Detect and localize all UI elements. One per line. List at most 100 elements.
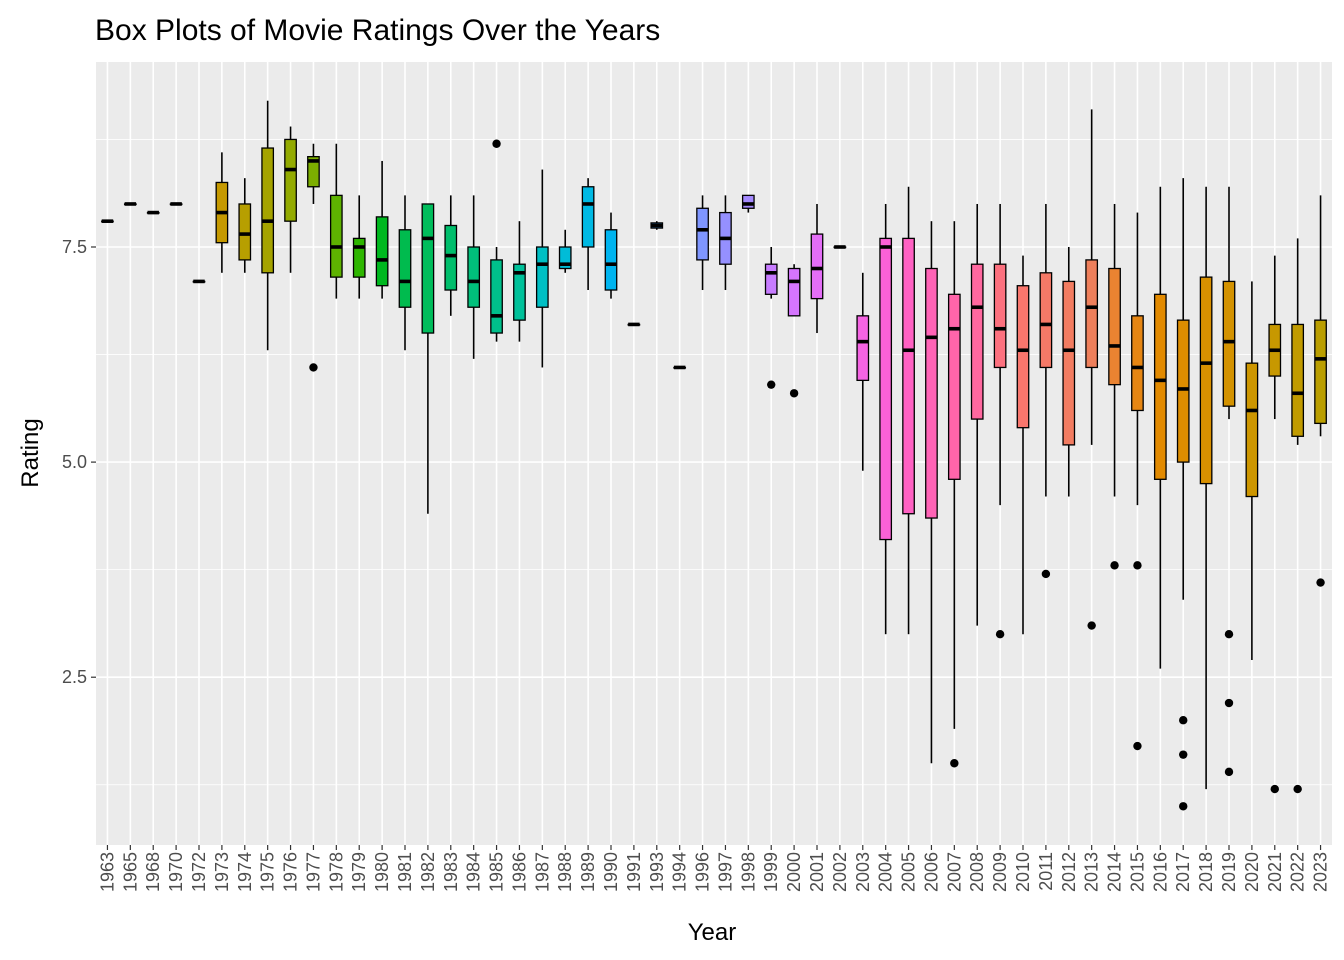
box-iqr [558,246,572,270]
box-iqr [467,246,481,308]
box-1973 [215,152,229,273]
box-iqr [307,155,320,188]
x-tick-label-1974: 1974 [235,852,255,892]
outlier-point [492,139,501,148]
x-tick-label-2020: 2020 [1242,852,1262,892]
box-1990 [604,212,618,299]
box-1974 [238,178,252,273]
y-tick-label: 7.5 [62,237,87,257]
box-1982 [421,203,435,514]
box-2009 [993,203,1007,639]
x-tick-label-1984: 1984 [464,852,484,892]
x-tick-label-1986: 1986 [509,852,529,892]
x-tick-label-1990: 1990 [601,852,621,892]
box-2010 [1016,255,1030,635]
x-tick-label-1998: 1998 [738,852,758,892]
box-1978 [329,143,343,299]
x-tick-label-1996: 1996 [693,852,713,892]
box-iqr [238,203,252,261]
x-tick-label-2018: 2018 [1196,852,1216,892]
box-iqr [1039,272,1053,369]
box-1998 [741,194,755,213]
box-2019 [1222,186,1236,777]
x-tick-label-1968: 1968 [143,852,163,892]
x-tick-label-1963: 1963 [97,852,117,892]
box-iqr [1222,280,1236,407]
box-iqr [810,233,824,300]
box-iqr [261,147,275,274]
x-tick-label-1989: 1989 [578,852,598,892]
box-iqr [970,263,984,420]
outlier-point [309,363,318,372]
x-tick-label-2004: 2004 [876,852,896,892]
box-1986 [513,221,526,342]
box-iqr [284,138,297,222]
x-tick-label-1977: 1977 [303,852,323,892]
box-2023 [1314,195,1327,587]
box-2002 [833,245,847,249]
outlier-point [789,389,799,398]
box-iqr [1291,323,1305,437]
x-tick-label-1994: 1994 [670,852,690,892]
box-1983 [444,195,458,316]
box-iqr [1245,362,1259,498]
box-2014 [1108,203,1121,570]
box-iqr [604,229,618,291]
box-1989 [581,178,595,291]
box-1979 [352,195,366,299]
box-2020 [1245,281,1259,661]
box-1987 [535,169,549,368]
x-tick-label-2001: 2001 [807,852,827,892]
box-iqr [1314,319,1327,425]
box-1996 [696,195,709,291]
x-tick-label-1993: 1993 [647,852,667,892]
box-1981 [398,195,412,351]
x-tick-label-2007: 2007 [944,852,964,892]
y-tick-label: 2.5 [62,667,87,687]
box-iqr [535,246,549,308]
box-1985 [490,139,503,342]
box-iqr [1085,259,1099,369]
y-axis-title: Rating [17,418,44,487]
box-2012 [1062,246,1076,497]
x-tick-label-1987: 1987 [532,852,552,892]
box-iqr [947,293,961,480]
box-iqr [1176,319,1190,463]
outlier-point [1110,561,1119,570]
x-tick-label-1997: 1997 [715,852,735,892]
box-iqr [879,237,893,541]
box-iqr [902,237,915,515]
x-tick-label-2003: 2003 [853,852,873,892]
x-axis-title: Year [688,919,737,946]
outlier-point [1133,741,1142,751]
box-2000 [787,264,801,398]
box-1991 [627,322,641,327]
x-tick-label-1991: 1991 [624,852,644,892]
x-tick-label-2005: 2005 [899,852,919,892]
x-tick-label-2012: 2012 [1059,852,1079,892]
box-1999 [764,246,778,389]
x-tick-label-2009: 2009 [990,852,1010,892]
box-iqr [490,259,503,334]
outlier-point [767,380,776,389]
box-iqr [375,216,389,287]
box-1993 [650,221,664,230]
x-tick-label-2021: 2021 [1265,852,1285,892]
box-1975 [261,100,275,351]
box-iqr [764,263,778,295]
outlier-point [1179,716,1188,725]
box-iqr [856,315,870,382]
x-tick-label-2015: 2015 [1127,852,1147,892]
x-tick-label-2011: 2011 [1036,852,1056,891]
box-iqr [696,207,709,261]
outlier-point [1224,698,1234,708]
box-2003 [856,272,870,471]
box-2001 [810,203,824,334]
box-2015 [1131,212,1144,751]
outlier-point [1293,784,1302,794]
x-tick-label-1985: 1985 [487,852,507,892]
box-2021 [1268,255,1282,794]
box-iqr [581,186,595,248]
box-1984 [467,195,481,359]
